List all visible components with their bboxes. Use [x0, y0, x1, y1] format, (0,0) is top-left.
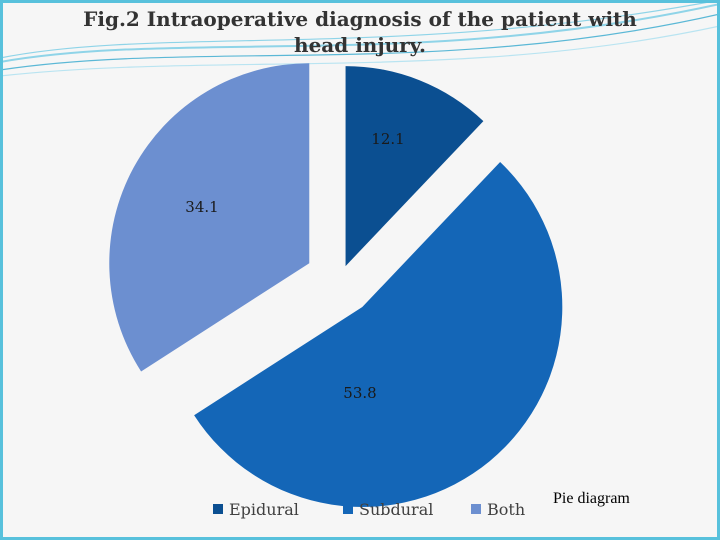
legend-swatch-both [471, 504, 481, 514]
header-wave-line [0, 3, 720, 63]
legend-swatch-epidural [213, 504, 223, 514]
pie-data-label-both: 34.1 [185, 198, 218, 216]
legend-swatch-subdural [343, 504, 353, 514]
header-wave-line [0, 25, 720, 77]
pie-slice-epidural [345, 66, 484, 267]
pie-data-label-subdural: 53.8 [343, 384, 376, 402]
pie-slice-subdural [194, 162, 563, 507]
pie-chart: 12.1 53.8 34.1 [109, 63, 563, 507]
legend-label-both: Both [487, 500, 525, 519]
chart-legend: Epidural Subdural Both [213, 500, 525, 519]
pie-slice-both [109, 63, 310, 372]
legend-label-subdural: Subdural [359, 500, 433, 519]
header-wave-decoration [0, 0, 720, 77]
header-wave-line [0, 0, 720, 59]
chart-title: Fig.2 Intraoperative diagnosis of the pa… [83, 7, 637, 57]
pie-diagram-caption: Pie diagram [553, 490, 630, 507]
header-wave-line [0, 13, 720, 71]
pie-data-label-epidural: 12.1 [371, 130, 404, 148]
legend-label-epidural: Epidural [229, 500, 299, 519]
